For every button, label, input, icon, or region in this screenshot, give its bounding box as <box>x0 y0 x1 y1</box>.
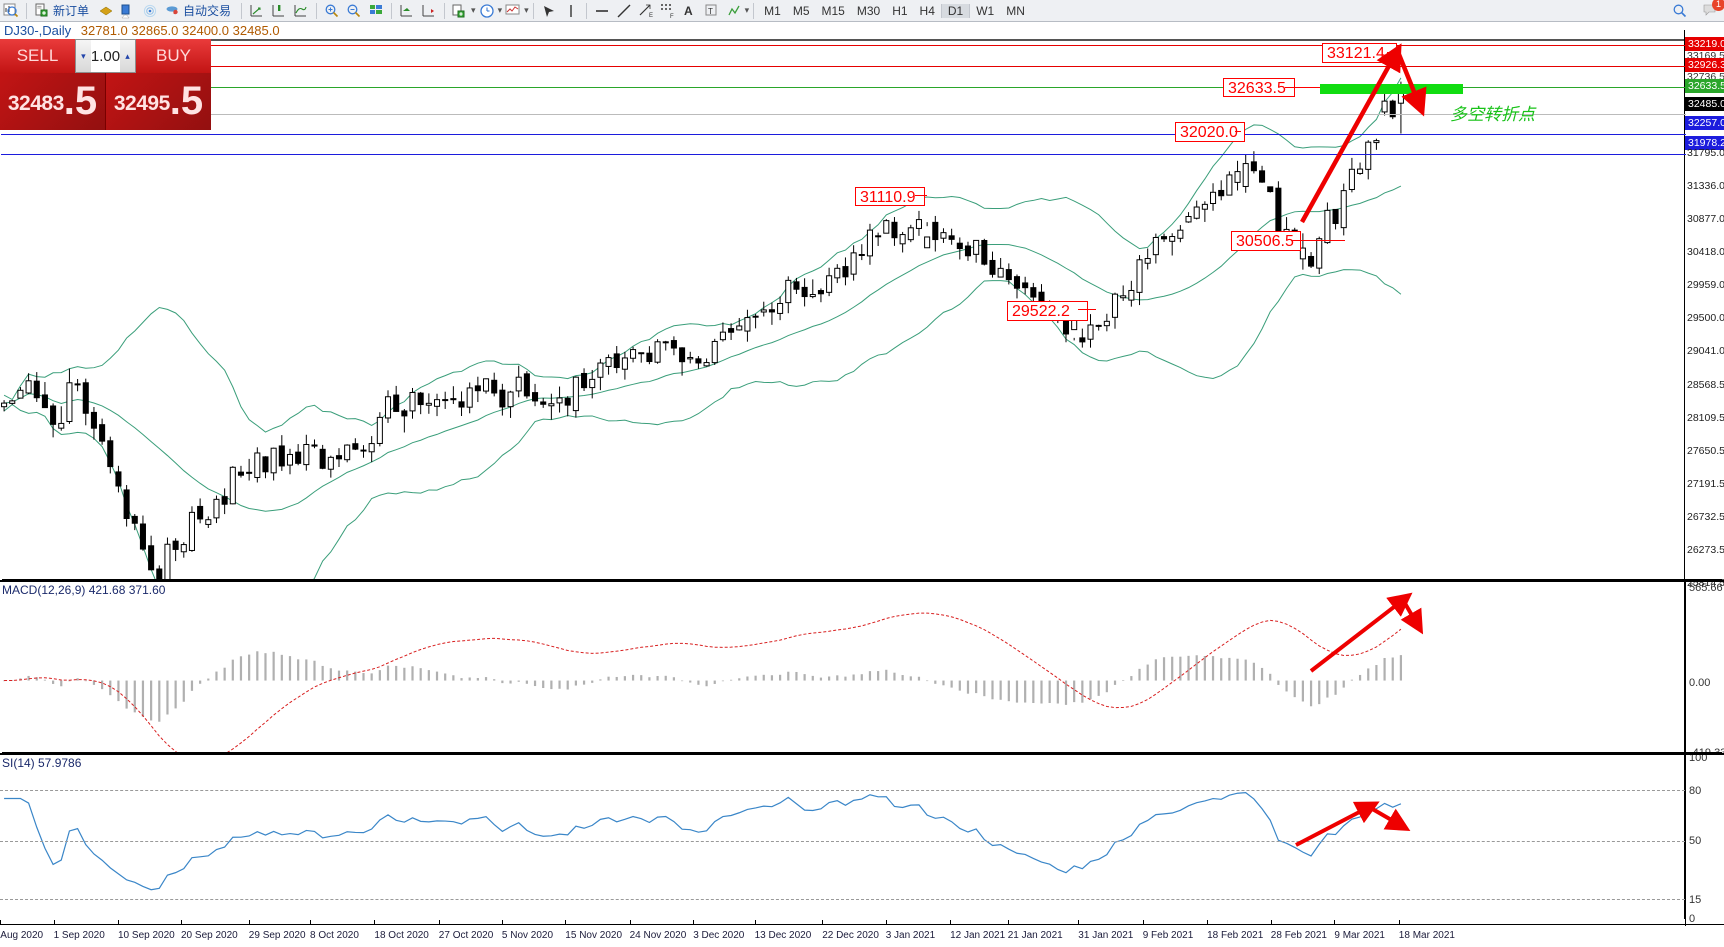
svg-text:A: A <box>684 4 693 18</box>
svg-text:T: T <box>708 7 713 16</box>
svg-text:E: E <box>649 13 653 19</box>
svg-text:F: F <box>670 14 674 19</box>
